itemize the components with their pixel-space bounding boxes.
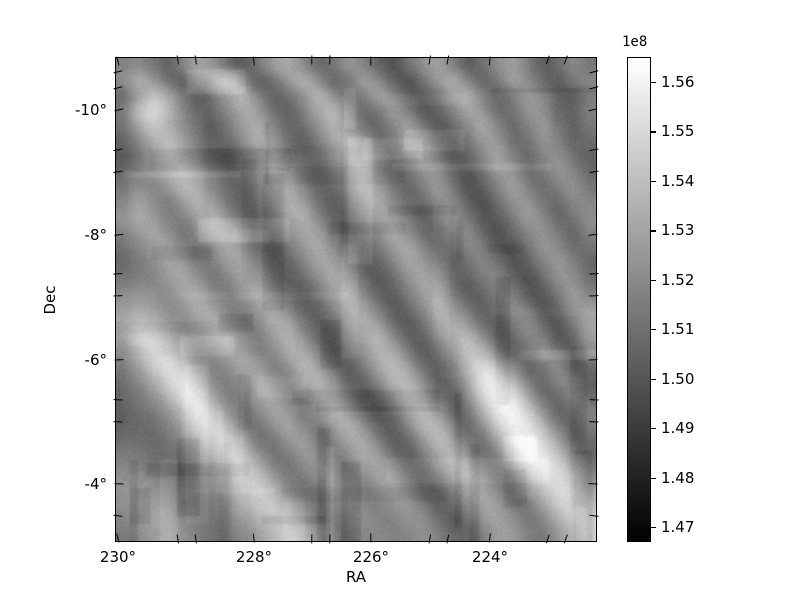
- x-axis-label: RA: [345, 568, 367, 586]
- colorbar-tick-label-7: 1.49: [661, 419, 695, 438]
- sky-map-image: [116, 58, 596, 541]
- colorbar-tick-7: [651, 428, 656, 430]
- colorbar-tick-8: [651, 477, 656, 479]
- x-tick-label-2: 226°: [352, 548, 390, 566]
- colorbar-tick-label-9: 1.47: [661, 518, 695, 537]
- colorbar-tick-label-6: 1.50: [661, 369, 695, 388]
- colorbar-tick-label-8: 1.48: [661, 468, 695, 487]
- colorbar-tick-label-1: 1.55: [661, 122, 695, 141]
- colorbar-tick-0: [651, 81, 656, 84]
- x-tick-label-0: 230°: [99, 548, 137, 566]
- colorbar-tick-label-5: 1.51: [661, 320, 695, 339]
- sky-map-axes[interactable]: [115, 57, 597, 542]
- y-tick-label-3: -4°: [84, 475, 107, 493]
- y-tick-label-0: -10°: [75, 101, 107, 119]
- colorbar[interactable]: [627, 57, 651, 542]
- colorbar-offset-text: 1e8: [622, 34, 648, 50]
- colorbar-gradient: [628, 58, 650, 541]
- x-tick-label-3: 224°: [471, 548, 509, 566]
- colorbar-tick-9: [651, 527, 656, 529]
- colorbar-tick-label-2: 1.54: [661, 171, 695, 190]
- x-tick-label-1: 228°: [235, 548, 273, 566]
- y-axis-label: Dec: [41, 285, 59, 315]
- colorbar-tick-1: [651, 131, 656, 133]
- colorbar-tick-6: [651, 378, 656, 380]
- colorbar-tick-label-0: 1.56: [661, 72, 695, 91]
- y-tick-label-2: -6°: [84, 351, 107, 369]
- colorbar-tick-2: [651, 180, 656, 183]
- colorbar-tick-5: [651, 329, 656, 331]
- colorbar-tick-3: [651, 230, 656, 232]
- colorbar-tick-label-4: 1.52: [661, 270, 695, 289]
- colorbar-tick-label-3: 1.53: [661, 221, 695, 240]
- colorbar-tick-4: [651, 279, 656, 281]
- y-tick-label-1: -8°: [84, 226, 107, 244]
